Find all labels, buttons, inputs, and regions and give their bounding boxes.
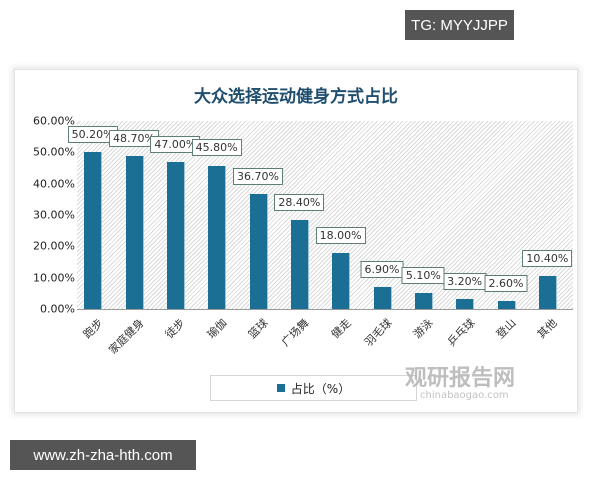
data-label: 28.40% — [274, 194, 325, 211]
data-label: 45.80% — [191, 139, 242, 157]
bar — [414, 293, 432, 309]
x-tick-label: 跑步 — [80, 316, 106, 342]
data-label: 48.70% — [109, 130, 159, 148]
x-tick-label: 其他 — [535, 316, 560, 342]
x-tick-label: 家庭健身 — [106, 316, 147, 357]
y-tick-label: 10.00% — [33, 271, 75, 285]
bar — [497, 300, 515, 309]
legend: 占比（%） — [210, 375, 417, 401]
y-tick-label: 0.00% — [40, 302, 75, 316]
bar — [125, 156, 143, 309]
bar — [208, 165, 226, 309]
watermark-logo: 观研报告网 — [405, 366, 516, 391]
data-label: 3.20% — [443, 272, 487, 290]
watermark-url: chinabaogao.com — [420, 390, 509, 401]
data-label: 6.90% — [360, 261, 404, 279]
bar — [290, 220, 308, 309]
y-tick-label: 50.00% — [33, 145, 75, 159]
bar — [332, 252, 350, 309]
data-label: 2.60% — [484, 274, 528, 292]
legend-label: 占比（%） — [290, 381, 351, 396]
x-tick-label: 广场舞 — [279, 316, 312, 349]
x-tick-label: 乒乓球 — [444, 316, 478, 349]
bar — [166, 161, 184, 309]
bar — [249, 194, 267, 309]
data-label: 10.40% — [522, 250, 573, 268]
x-tick-label: 篮球 — [245, 316, 271, 342]
y-tick-label: 60.00% — [33, 114, 75, 128]
data-label: 36.70% — [233, 168, 283, 185]
plot-area — [77, 121, 573, 310]
data-label: 47.00% — [150, 135, 201, 153]
legend-swatch-icon — [276, 384, 285, 392]
bar — [538, 276, 556, 309]
bar — [84, 151, 102, 309]
chart-title: 大众选择运动健身方式占比 — [194, 87, 398, 107]
x-tick-label: 登山 — [493, 316, 519, 342]
bar — [456, 298, 474, 309]
bottom-watermark-tag: www.zh-zha-hth.com — [10, 440, 196, 470]
x-tick-label: 羽毛球 — [362, 316, 395, 349]
x-tick-label: 瑜伽 — [204, 316, 230, 342]
data-label: 5.10% — [401, 267, 445, 285]
y-tick-label: 30.00% — [33, 208, 75, 222]
bar — [373, 287, 391, 309]
y-tick-label: 40.00% — [33, 177, 75, 191]
x-tick-label: 健走 — [328, 316, 354, 342]
chart-container: 大众选择运动健身方式占比 占比（%） 观研报告网 chinabaogao.com… — [14, 69, 578, 413]
x-tick-label: 徒步 — [163, 316, 188, 342]
data-label: 18.00% — [315, 226, 366, 244]
x-tick-label: 游泳 — [411, 316, 436, 342]
y-tick-label: 20.00% — [33, 239, 75, 253]
top-watermark-tag: TG: MYYJJPP — [405, 10, 514, 40]
